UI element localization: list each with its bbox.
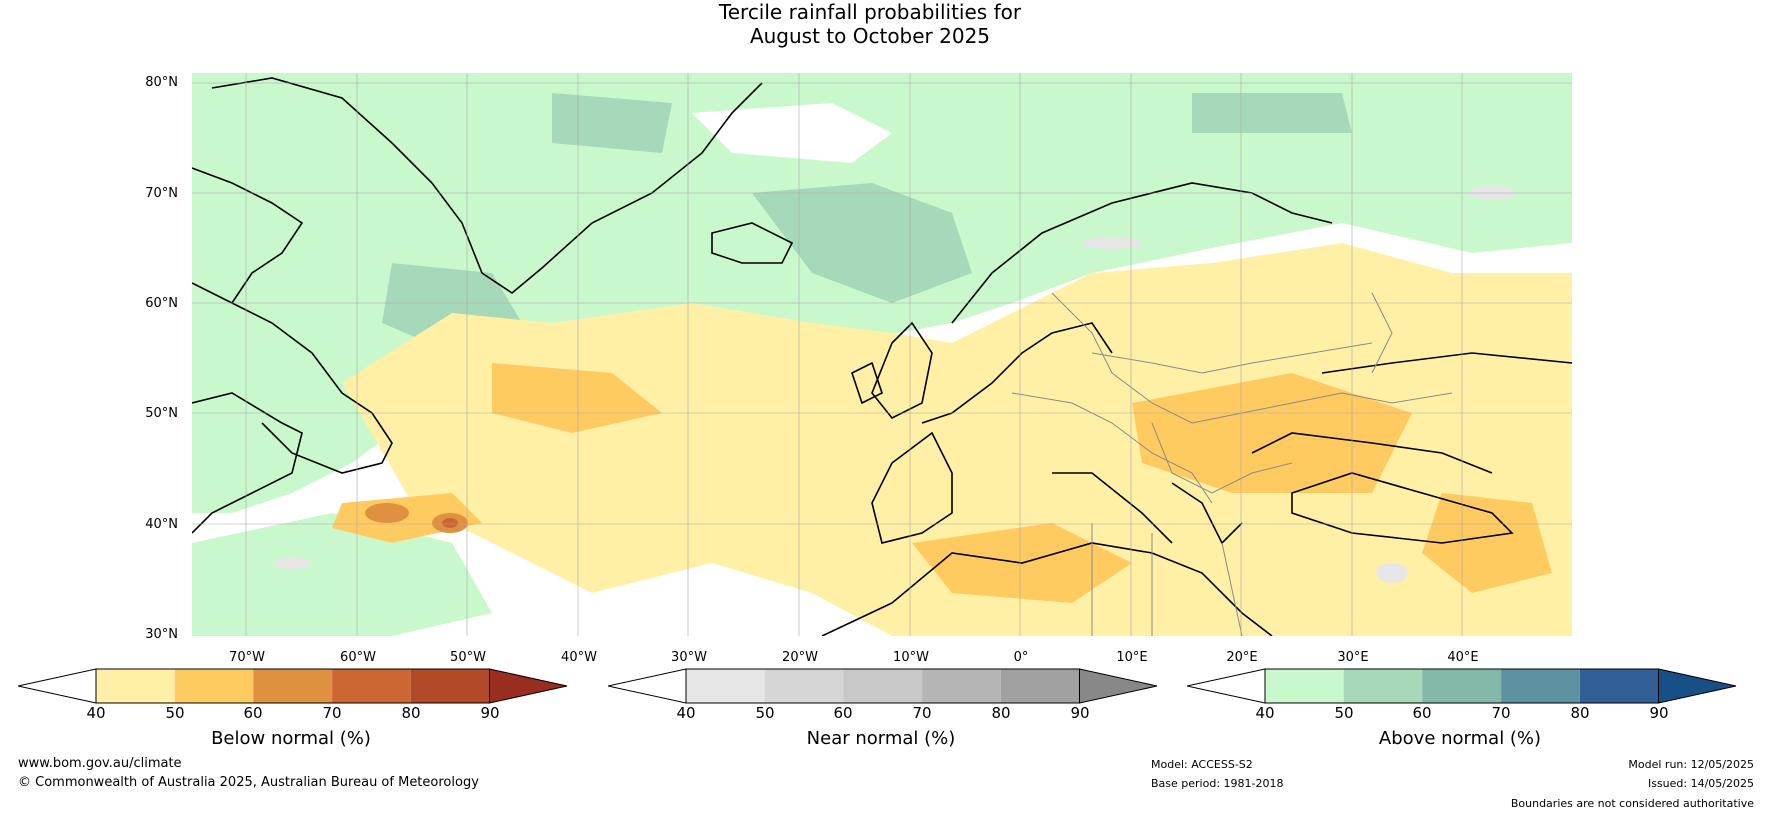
colorbar-above-segment-2 — [1343, 669, 1423, 703]
colorbar-above-tick-90: 90 — [1649, 704, 1669, 722]
colorbar-near-tick-50: 50 — [755, 704, 775, 722]
map-svg — [192, 73, 1572, 636]
colorbar-above-tick-60: 60 — [1412, 704, 1432, 722]
colorbar-below-segment-6 — [489, 668, 568, 704]
colorbar-near-tick-90: 90 — [1070, 704, 1090, 722]
footer-base-period: Base period: 1981-2018 — [1151, 777, 1284, 790]
lon-label-20w: 20°W — [782, 650, 818, 665]
colorbar-below-segment-4 — [332, 669, 411, 703]
colorbar-below-segment-2 — [174, 669, 254, 703]
colorbar-above-segment-6 — [1658, 668, 1737, 704]
colorbar-below-tick-40: 40 — [86, 704, 106, 722]
colorbar-below-tick-70: 70 — [322, 704, 342, 722]
lon-label-30w: 30°W — [671, 650, 707, 665]
lon-label-10w: 10°W — [893, 650, 929, 665]
colorbar-below-label: Below normal (%) — [211, 728, 371, 749]
lon-label-40e: 40°E — [1447, 650, 1479, 665]
colorbar-above-segment-1 — [1265, 669, 1344, 703]
footer-website: www.bom.gov.au/climate — [18, 756, 182, 771]
above-normal-region-dark — [752, 183, 972, 303]
lon-label-10e: 10°E — [1116, 650, 1148, 665]
colorbar-near-segment-5 — [1000, 669, 1080, 703]
colorbar-near-tick-80: 80 — [991, 704, 1011, 722]
lon-label-20e: 20°E — [1226, 650, 1258, 665]
colorbar-near-segment-1 — [686, 669, 765, 703]
footer-copyright: © Commonwealth of Australia 2025, Austra… — [18, 775, 479, 790]
below-normal-region-darker-3 — [1422, 493, 1552, 593]
colorbar-near-segment-3 — [843, 669, 923, 703]
lat-label-60n: 60°N — [145, 296, 178, 311]
colorbar-below-normal — [18, 668, 568, 704]
footer-disclaimer: Boundaries are not considered authoritat… — [1510, 797, 1754, 810]
above-normal-region-south — [192, 513, 492, 636]
colorbar-above-tick-50: 50 — [1334, 704, 1354, 722]
below-normal-region — [342, 243, 1572, 636]
colorbar-near-label: Near normal (%) — [806, 728, 956, 749]
title-line-1: Tercile rainfall probabilities for — [718, 0, 1022, 24]
footer-model-run: Model run: 12/05/2025 — [1628, 758, 1754, 771]
colorbar-above-tick-80: 80 — [1570, 704, 1590, 722]
below-normal-region-darker-2 — [1132, 373, 1412, 493]
above-normal-region-dark-4 — [1192, 93, 1352, 133]
near-normal-spot-4 — [1376, 563, 1408, 583]
lon-label-40w: 40°W — [561, 650, 597, 665]
lon-label-70w: 70°W — [229, 650, 265, 665]
colorbar-below-tick-50: 50 — [165, 704, 185, 722]
lon-label-50w: 50°W — [450, 650, 486, 665]
colorbar-near-segment-2 — [764, 669, 844, 703]
below-normal-spot — [365, 503, 409, 523]
colorbar-above-tick-40: 40 — [1255, 704, 1275, 722]
rainfall-probability-map — [192, 73, 1572, 636]
near-normal-patch — [692, 103, 892, 163]
lon-label-60w: 60°W — [340, 650, 376, 665]
colorbar-below-segment-5 — [410, 669, 490, 703]
colorbar-below-segment-3 — [253, 669, 333, 703]
colorbar-near-normal — [608, 668, 1158, 704]
colorbar-below-tick-90: 90 — [480, 704, 500, 722]
colorbar-near-tick-40: 40 — [676, 704, 696, 722]
colorbar-near-tick-60: 60 — [833, 704, 853, 722]
colorbar-near-segment-6 — [1079, 668, 1158, 704]
near-normal-spot-3 — [274, 557, 310, 569]
colorbar-above-label: Above normal (%) — [1378, 728, 1542, 749]
footer-model: Model: ACCESS-S2 — [1151, 758, 1253, 771]
colorbar-above-segment-5 — [1579, 669, 1659, 703]
colorbar-above-tick-70: 70 — [1491, 704, 1511, 722]
lat-label-50n: 50°N — [145, 406, 178, 421]
colorbar-above-normal — [1187, 668, 1737, 704]
lat-label-40n: 40°N — [145, 517, 178, 532]
near-normal-spot-2 — [1082, 237, 1142, 249]
lon-label-30e: 30°E — [1337, 650, 1369, 665]
above-normal-region-dark-3 — [552, 93, 672, 153]
country-borders — [1011, 292, 1453, 636]
lat-label-30n: 30°N — [145, 627, 178, 642]
colorbar-below-tick-60: 60 — [243, 704, 263, 722]
lon-label-0: 0° — [1013, 650, 1029, 665]
lat-label-80n: 80°N — [145, 75, 178, 90]
colorbar-above-segment-3 — [1422, 669, 1502, 703]
below-normal-region-darker — [492, 363, 662, 433]
lat-label-70n: 70°N — [145, 186, 178, 201]
colorbar-below-segment-1 — [96, 669, 175, 703]
map-title: Tercile rainfall probabilities for Augus… — [0, 0, 1740, 48]
footer-issued: Issued: 14/05/2025 — [1647, 777, 1754, 790]
title-line-2: August to October 2025 — [749, 24, 991, 48]
colorbar-above-segment-4 — [1501, 669, 1580, 703]
below-normal-spot-3 — [442, 518, 458, 528]
colorbar-near-tick-70: 70 — [912, 704, 932, 722]
colorbar-below-tick-80: 80 — [401, 704, 421, 722]
colorbar-near-segment-4 — [922, 669, 1001, 703]
graticule — [192, 73, 1572, 636]
